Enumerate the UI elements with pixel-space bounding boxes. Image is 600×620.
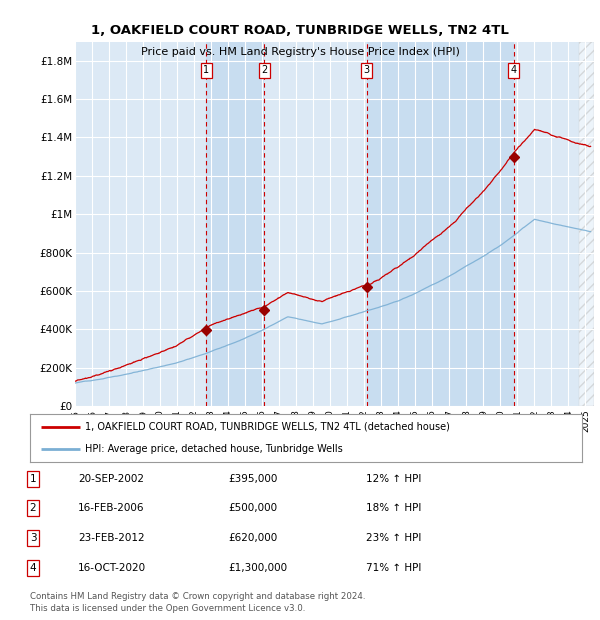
- Text: £620,000: £620,000: [228, 533, 277, 543]
- Bar: [578, 42, 594, 406]
- Text: 4: 4: [511, 65, 517, 75]
- Text: 1: 1: [29, 474, 37, 484]
- Text: 3: 3: [364, 65, 370, 75]
- Text: 23% ↑ HPI: 23% ↑ HPI: [366, 533, 421, 543]
- Text: £1,300,000: £1,300,000: [228, 563, 287, 573]
- Text: £395,000: £395,000: [228, 474, 277, 484]
- Text: 1: 1: [203, 65, 209, 75]
- Text: 4: 4: [29, 563, 37, 573]
- Bar: [206, 42, 264, 406]
- Bar: [367, 42, 514, 406]
- Text: 23-FEB-2012: 23-FEB-2012: [78, 533, 145, 543]
- Text: 18% ↑ HPI: 18% ↑ HPI: [366, 503, 421, 513]
- Text: Price paid vs. HM Land Registry's House Price Index (HPI): Price paid vs. HM Land Registry's House …: [140, 47, 460, 57]
- Text: 16-FEB-2006: 16-FEB-2006: [78, 503, 145, 513]
- Text: 12% ↑ HPI: 12% ↑ HPI: [366, 474, 421, 484]
- Text: Contains HM Land Registry data © Crown copyright and database right 2024.
This d: Contains HM Land Registry data © Crown c…: [30, 591, 365, 613]
- Text: 1, OAKFIELD COURT ROAD, TUNBRIDGE WELLS, TN2 4TL: 1, OAKFIELD COURT ROAD, TUNBRIDGE WELLS,…: [91, 24, 509, 37]
- Text: 20-SEP-2002: 20-SEP-2002: [78, 474, 144, 484]
- Text: 2: 2: [29, 503, 37, 513]
- Text: £500,000: £500,000: [228, 503, 277, 513]
- Text: 71% ↑ HPI: 71% ↑ HPI: [366, 563, 421, 573]
- Text: HPI: Average price, detached house, Tunbridge Wells: HPI: Average price, detached house, Tunb…: [85, 444, 343, 454]
- Text: 16-OCT-2020: 16-OCT-2020: [78, 563, 146, 573]
- Text: 1, OAKFIELD COURT ROAD, TUNBRIDGE WELLS, TN2 4TL (detached house): 1, OAKFIELD COURT ROAD, TUNBRIDGE WELLS,…: [85, 422, 450, 432]
- Text: 2: 2: [261, 65, 268, 75]
- Text: 3: 3: [29, 533, 37, 543]
